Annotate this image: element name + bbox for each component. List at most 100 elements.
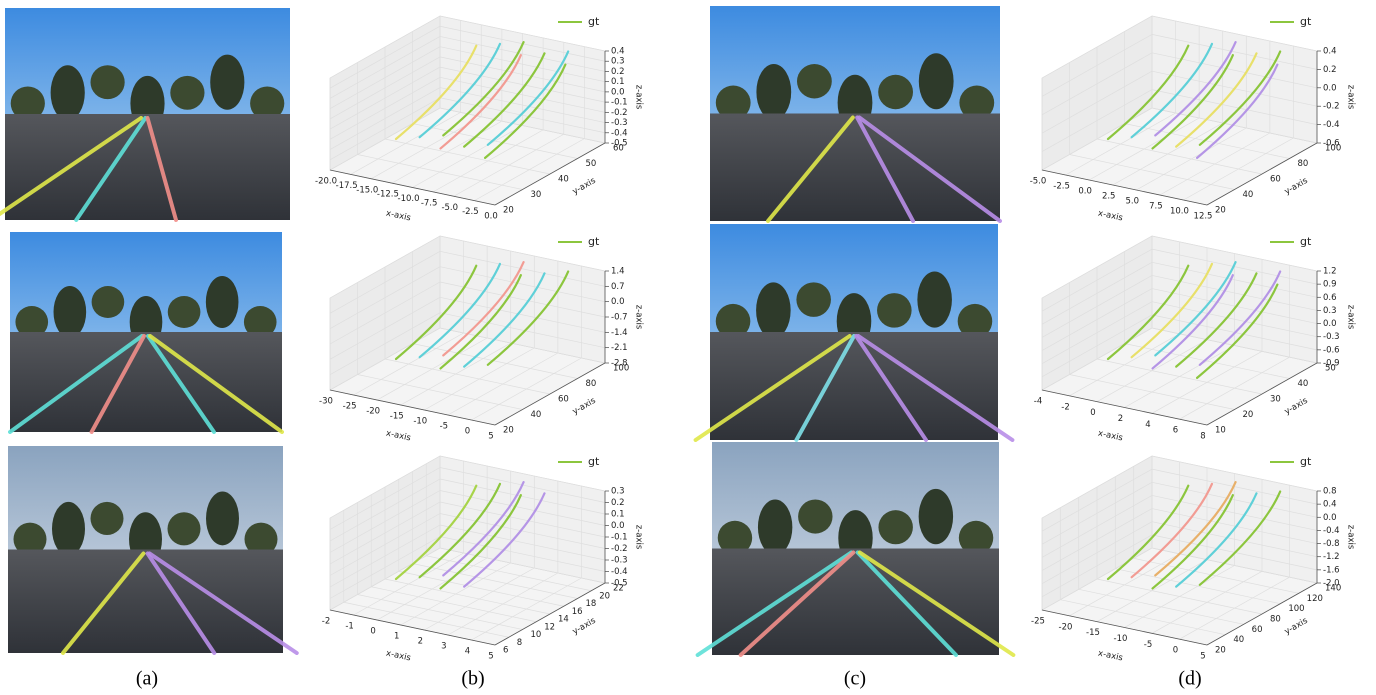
- x-tick-label: -15: [1086, 628, 1100, 638]
- z-tick-label: -0.4: [611, 567, 628, 577]
- y-tick-label: 30: [531, 190, 542, 200]
- tree: [756, 282, 791, 338]
- z-tick-label: 0.7: [611, 282, 625, 292]
- y-tick-label: 30: [1270, 395, 1281, 405]
- x-tick-label: 5.0: [1126, 197, 1140, 207]
- z-axis-label: z-axis: [1346, 525, 1356, 550]
- y-tick-label: 20: [1215, 646, 1226, 656]
- tree: [168, 296, 201, 328]
- x-tick-label: -15.0: [356, 185, 378, 195]
- y-tick-label: 20: [599, 591, 610, 601]
- y-tick-label: 60: [1270, 175, 1281, 185]
- z-tick-label: 0.2: [1323, 65, 1337, 75]
- y-tick-label: 10: [531, 630, 542, 640]
- x-axis-label: x-axis: [1097, 208, 1124, 223]
- x-tick-label: -25: [1031, 617, 1045, 627]
- z-tick-label: 0.2: [611, 67, 625, 77]
- z-tick-label: 0.1: [611, 77, 625, 87]
- tree: [877, 293, 912, 328]
- tree: [168, 512, 201, 545]
- y-tick-label: 40: [1233, 635, 1244, 645]
- x-tick-label: 10.0: [1170, 207, 1189, 217]
- legend-label: gt: [588, 455, 600, 468]
- z-tick-label: 0.0: [1323, 319, 1337, 329]
- z-tick-label: -0.9: [1323, 359, 1340, 369]
- z-tick-label: 0.0: [1323, 83, 1337, 93]
- tree: [206, 492, 239, 546]
- z-tick-label: -0.6: [1323, 345, 1340, 355]
- z-axis-label: z-axis: [634, 85, 644, 110]
- y-tick-label: 20: [503, 206, 514, 216]
- x-tick-label: -7.5: [421, 198, 438, 208]
- z-tick-label: -0.1: [611, 98, 628, 108]
- x-tick-label: -5: [440, 422, 448, 432]
- z-tick-label: 0.6: [1323, 293, 1337, 303]
- z-tick-label: -0.2: [1323, 102, 1340, 112]
- x-tick-label: -4: [1034, 397, 1042, 407]
- x-tick-label: 2: [418, 637, 423, 647]
- x-tick-label: -20: [1059, 622, 1073, 632]
- x-tick-label: 5: [1200, 652, 1205, 662]
- y-axis-label: y-axis: [571, 176, 598, 197]
- legend-label: gt: [1300, 455, 1312, 468]
- z-tick-label: 0.4: [611, 47, 625, 57]
- y-axis-label: y-axis: [1283, 176, 1310, 197]
- tree: [92, 286, 125, 318]
- tree: [206, 276, 239, 328]
- z-axis-label: z-axis: [634, 525, 644, 550]
- z-tick-label: 0.2: [611, 498, 625, 508]
- ground: [10, 332, 282, 432]
- ground: [710, 114, 1000, 222]
- x-tick-label: 5: [488, 652, 493, 662]
- x-axis-label: x-axis: [385, 208, 412, 223]
- x-tick-label: 1: [394, 632, 399, 642]
- z-tick-label: -0.1: [611, 533, 628, 543]
- tree: [756, 64, 791, 120]
- y-tick-label: 80: [586, 379, 597, 389]
- x-tick-label: 0: [1090, 408, 1095, 418]
- tree: [170, 76, 204, 110]
- plot-3d: -5.0-2.50.02.55.07.510.012.5204060801000…: [1030, 15, 1356, 224]
- tree: [878, 510, 912, 544]
- z-axis-label: z-axis: [634, 305, 644, 330]
- z-tick-label: -0.4: [1323, 120, 1340, 130]
- legend-label: gt: [1300, 15, 1312, 28]
- y-axis-label: y-axis: [571, 396, 598, 417]
- x-tick-label: 0: [1173, 646, 1178, 656]
- z-tick-label: -0.5: [611, 579, 628, 589]
- x-tick-label: 4: [1145, 420, 1150, 430]
- x-tick-label: 0.0: [1078, 187, 1092, 197]
- y-tick-label: 40: [1243, 190, 1254, 200]
- x-tick-label: 7.5: [1149, 202, 1163, 212]
- x-tick-label: 3: [441, 642, 446, 652]
- x-tick-label: -2.5: [462, 207, 479, 217]
- z-tick-label: -0.8: [1323, 539, 1340, 549]
- z-tick-label: 0.0: [611, 521, 625, 531]
- camera-image: [10, 232, 282, 432]
- plot-3d: -2-101234568101214161820220.30.20.10.0-0…: [322, 455, 644, 664]
- y-tick-label: 20: [1243, 410, 1254, 420]
- y-axis-label: y-axis: [1283, 396, 1310, 417]
- y-tick-label: 80: [1270, 615, 1281, 625]
- z-tick-label: -0.2: [611, 544, 628, 554]
- z-tick-label: 0.9: [1323, 280, 1337, 290]
- z-axis-label: z-axis: [1346, 305, 1356, 330]
- z-tick-label: -2.1: [611, 343, 628, 353]
- y-tick-label: 20: [1215, 206, 1226, 216]
- x-tick-label: 2: [1118, 414, 1123, 424]
- z-tick-label: -0.3: [1323, 332, 1340, 342]
- z-tick-label: -1.4: [611, 328, 628, 338]
- caption: (b): [461, 668, 484, 690]
- y-tick-label: 40: [558, 175, 569, 185]
- y-tick-label: 60: [1252, 625, 1263, 635]
- x-tick-label: -10: [413, 417, 427, 427]
- x-tick-label: -30: [319, 397, 333, 407]
- tree: [878, 75, 913, 109]
- y-tick-label: 120: [1307, 594, 1323, 604]
- z-tick-label: 0.3: [611, 57, 625, 67]
- z-tick-label: 0.3: [1323, 306, 1337, 316]
- z-tick-label: -1.6: [1323, 565, 1340, 575]
- x-tick-label: -10.0: [398, 194, 420, 204]
- x-tick-label: 0.0: [484, 212, 498, 222]
